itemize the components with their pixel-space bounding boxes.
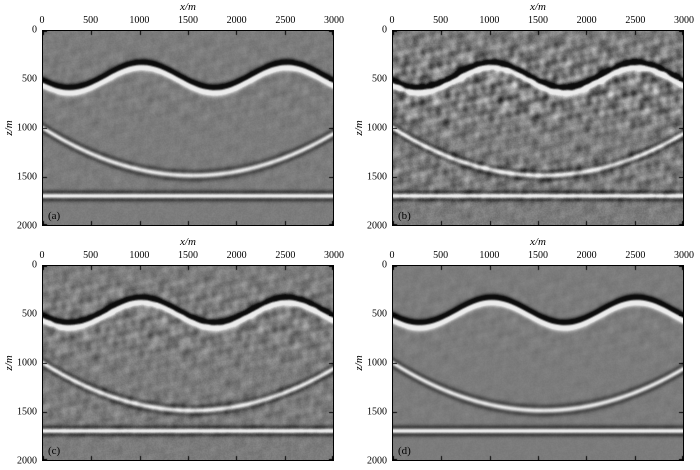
x-tick-label: 2000 bbox=[226, 15, 247, 26]
x-axis-label: x/m bbox=[180, 236, 196, 248]
x-tick-label: 2000 bbox=[226, 250, 247, 261]
panel-label-a: (a) bbox=[48, 210, 61, 222]
z-tick-label: 2000 bbox=[367, 220, 387, 232]
z-tick-label: 0 bbox=[32, 24, 37, 36]
z-tick-label: 2000 bbox=[17, 455, 37, 467]
seismic-image-c bbox=[43, 266, 333, 460]
x-tick-label: 1000 bbox=[129, 15, 150, 26]
x-tick-label: 3000 bbox=[674, 15, 694, 26]
x-axis-label: x/m bbox=[530, 236, 546, 248]
x-tick-label: 500 bbox=[83, 15, 99, 26]
z-tick-label: 2000 bbox=[367, 455, 387, 467]
x-axis-label: x/m bbox=[530, 1, 546, 13]
x-tick-label: 0 bbox=[39, 15, 45, 26]
x-tick-label: 500 bbox=[433, 250, 449, 261]
seismic-image-a bbox=[43, 31, 333, 225]
x-tick-label: 2500 bbox=[275, 15, 296, 26]
seismic-panel-d: x/m 0 500 1000 1500 2000 2500 3000 z/m 0 500 1000 15… bbox=[350, 235, 700, 470]
x-tick-label: 2500 bbox=[625, 15, 646, 26]
z-tick-label: 1000 bbox=[17, 122, 37, 134]
x-tick-label: 3000 bbox=[324, 250, 344, 261]
z-tick-label: 1000 bbox=[17, 357, 37, 369]
x-tick-label: 2000 bbox=[576, 250, 597, 261]
z-tick-label: 0 bbox=[382, 24, 387, 36]
seismic-panel-b: x/m 0 500 1000 1500 2000 2500 3000 z/m 0 500 1000 15… bbox=[350, 0, 700, 235]
z-tick-label: 500 bbox=[22, 73, 37, 85]
x-tick-label: 3000 bbox=[674, 250, 694, 261]
x-tick-label: 1500 bbox=[178, 15, 198, 26]
x-tick-label: 1000 bbox=[129, 250, 150, 261]
plot-area: (d) bbox=[392, 265, 684, 461]
panel-label-b: (b) bbox=[398, 210, 411, 222]
x-axis-label: x/m bbox=[180, 1, 196, 13]
x-tick-label: 500 bbox=[83, 250, 99, 261]
z-tick-label: 1500 bbox=[367, 406, 387, 418]
plot-area: (a) bbox=[42, 30, 334, 226]
z-tick-label: 0 bbox=[382, 259, 387, 271]
seismic-panel-c: x/m 0 500 1000 1500 2000 2500 3000 z/m 0 500 1000 15… bbox=[0, 235, 350, 470]
x-tick-label: 1500 bbox=[528, 15, 548, 26]
z-tick-label: 1500 bbox=[367, 171, 387, 183]
x-tick-label: 3000 bbox=[324, 15, 344, 26]
x-tick-label: 0 bbox=[39, 250, 45, 261]
z-tick-label: 0 bbox=[32, 259, 37, 271]
seismic-image-b bbox=[393, 31, 683, 225]
plot-area: (c) bbox=[42, 265, 334, 461]
z-tick-label: 1000 bbox=[367, 357, 387, 369]
z-tick-label: 1000 bbox=[367, 122, 387, 134]
z-tick-label: 500 bbox=[372, 73, 387, 85]
x-tick-label: 0 bbox=[389, 250, 395, 261]
z-tick-label: 1500 bbox=[17, 406, 37, 418]
seismic-panel-a: x/m 0 500 1000 1500 2000 2500 3000 z/m 0 500 1000 15… bbox=[0, 0, 350, 235]
z-tick-label: 500 bbox=[22, 308, 37, 320]
z-tick-label: 500 bbox=[372, 308, 387, 320]
seismic-image-d bbox=[393, 266, 683, 460]
x-tick-label: 2500 bbox=[625, 250, 646, 261]
x-tick-label: 0 bbox=[389, 15, 395, 26]
x-tick-label: 1500 bbox=[178, 250, 198, 261]
z-tick-label: 1500 bbox=[17, 171, 37, 183]
x-tick-label: 500 bbox=[433, 15, 449, 26]
x-tick-label: 1500 bbox=[528, 250, 548, 261]
x-tick-label: 1000 bbox=[479, 250, 500, 261]
panel-label-d: (d) bbox=[398, 445, 411, 457]
plot-area: (b) bbox=[392, 30, 684, 226]
z-tick-label: 2000 bbox=[17, 220, 37, 232]
x-tick-label: 1000 bbox=[479, 15, 500, 26]
x-tick-label: 2500 bbox=[275, 250, 296, 261]
panel-label-c: (c) bbox=[48, 445, 61, 457]
x-tick-label: 2000 bbox=[576, 15, 597, 26]
